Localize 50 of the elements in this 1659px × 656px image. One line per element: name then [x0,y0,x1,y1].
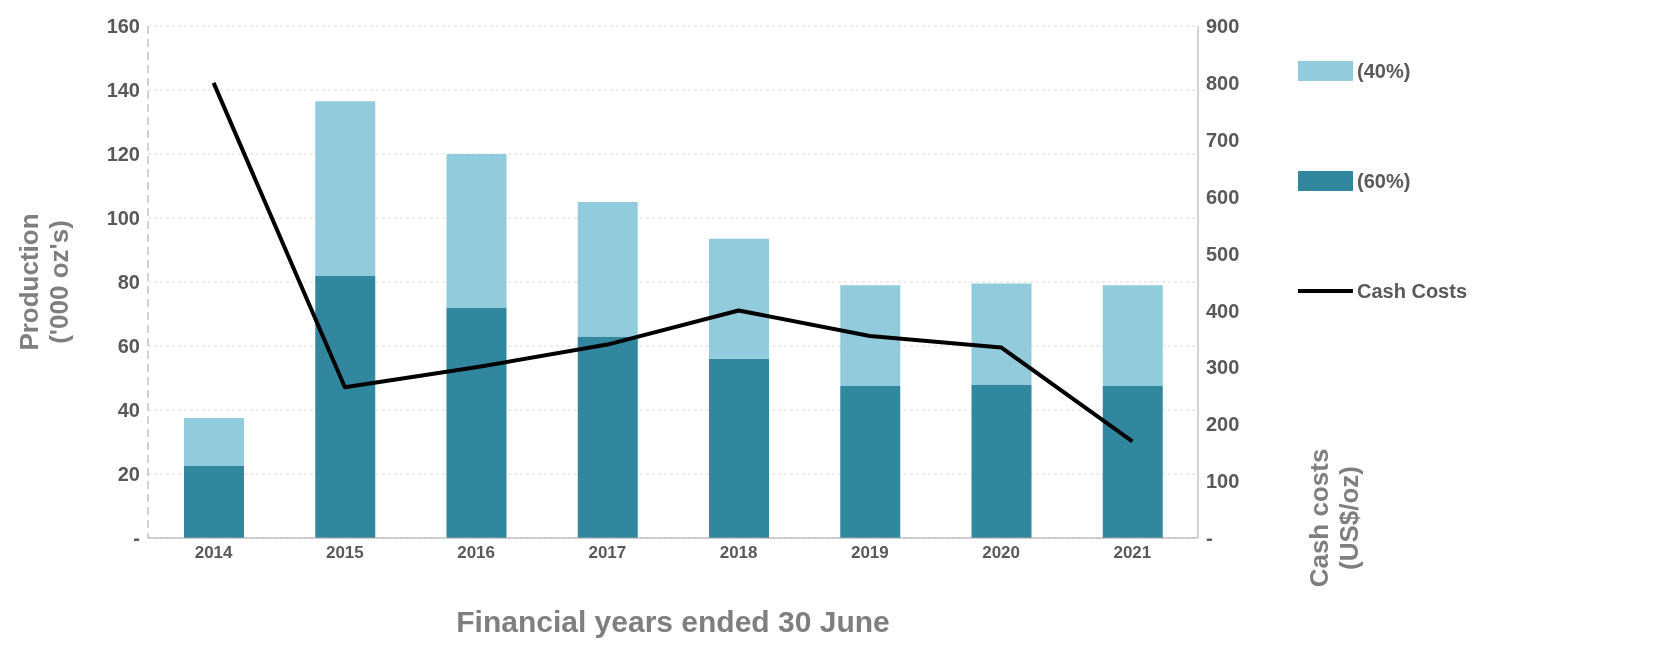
bar [577,202,638,337]
y2-tick-label: 100 [1206,470,1240,493]
y-tick-label: 60 [117,335,140,358]
bar [709,238,769,359]
y2-tick-label: 400 [1206,299,1240,322]
y2-tick-label: 200 [1206,413,1240,436]
y-axis-title: Production ('000 oz's) [14,213,74,351]
x-tick-label: 2018 [719,543,758,563]
legend-label: (40%) [1357,59,1411,83]
y2-tick-label: 500 [1206,242,1240,265]
x-axis-title: Financial years ended 30 June [456,605,890,638]
y-tick-label: 140 [106,79,140,102]
y-tick-label: 40 [117,399,140,422]
y2-axis-title: Cash costs (US$/oz) [1304,448,1364,588]
line-series [211,80,1135,444]
y2-tick-label: 600 [1206,185,1240,208]
y-tick-label: 160 [106,15,140,38]
y-tick-label: 100 [106,207,140,230]
x-tick-label: 2017 [588,543,627,563]
y2-tick-label: 700 [1206,128,1240,151]
bar [315,101,376,276]
y2-tick-label: 800 [1206,71,1240,94]
x-tick-label: 2015 [325,543,364,563]
bar [184,418,244,466]
bar [577,336,638,538]
bar [184,466,244,538]
legend-label: (60%) [1357,169,1411,193]
y-tick-label: 80 [117,271,140,294]
y-tick-label: 20 [117,463,140,486]
y2-tick-label: 300 [1206,356,1240,379]
bar [840,285,901,386]
x-tick-label: 2020 [982,543,1021,563]
bar [840,386,901,538]
y2-tick-label: - [1206,527,1213,550]
bar [971,384,1032,538]
x-tick-label: 2014 [194,543,234,563]
bar [1102,386,1163,538]
bar [1102,285,1163,386]
y-tick-label: - [133,527,140,550]
legend-label: Cash Costs [1357,279,1468,303]
bar [971,283,1032,385]
bar [446,154,507,308]
y-tick-label: 120 [106,143,140,166]
x-tick-label: 2016 [457,543,496,563]
y2-tick-label: 900 [1206,15,1240,38]
x-tick-label: 2021 [1113,543,1152,563]
bar [709,358,769,538]
bar [315,275,376,538]
bar [446,307,507,538]
x-tick-label: 2019 [850,543,889,563]
